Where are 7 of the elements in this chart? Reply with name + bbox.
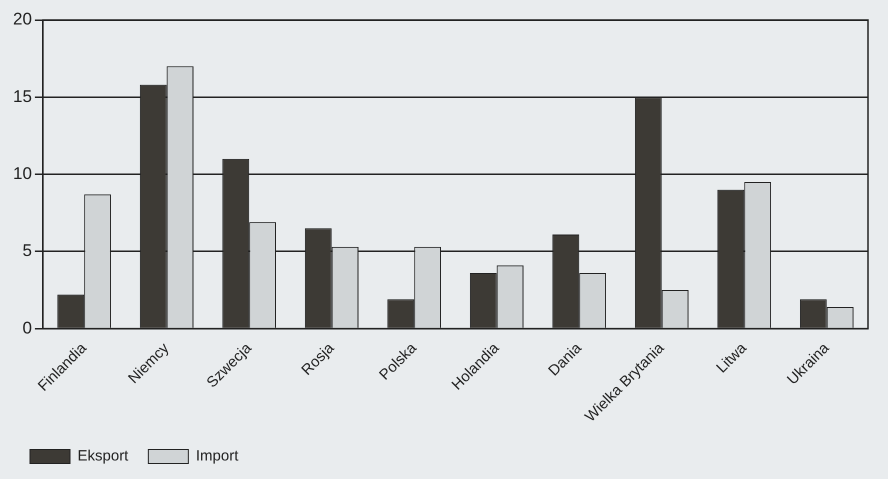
y-tick-label: 0 — [22, 318, 32, 338]
legend-label: Eksport — [78, 448, 130, 465]
y-tick-label: 15 — [12, 86, 32, 106]
y-tick-label: 5 — [22, 241, 32, 260]
legend-label: Import — [196, 448, 240, 465]
y-tick-label: 10 — [12, 164, 32, 183]
y-tick-label: 20 — [12, 10, 32, 29]
